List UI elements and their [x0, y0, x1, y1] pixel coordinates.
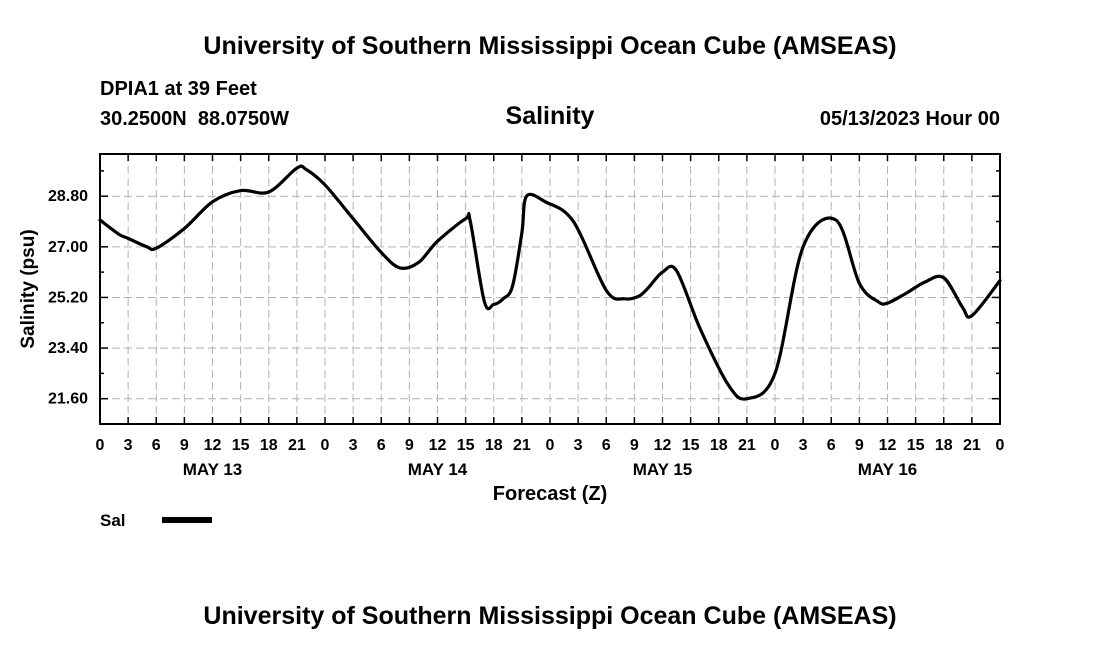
x-tick-label: 0 [96, 437, 105, 454]
x-tick-label: 21 [963, 437, 981, 454]
x-day-label: MAY 14 [408, 460, 468, 479]
x-tick-label: 15 [232, 437, 250, 454]
x-tick-label: 12 [879, 437, 897, 454]
series-layer [98, 164, 1002, 401]
forecast-datetime: 05/13/2023 Hour 00 [820, 108, 1000, 130]
station-label: DPIA1 at 39 Feet [100, 78, 257, 100]
grid-layer [100, 154, 1000, 424]
y-tick-label: 28.80 [48, 188, 88, 205]
coordinates-label: 30.2500N 88.0750W [100, 108, 289, 130]
x-tick-label: 6 [152, 437, 161, 454]
x-tick-label: 6 [602, 437, 611, 454]
x-tick-label: 12 [654, 437, 672, 454]
label-layer: 0 3 6 9 12 15 18 21 0 3 6 9 12 15 18 21 0 3 6 9 12 15 18 21 0 3 6 9… [48, 188, 1005, 479]
x-day-label: MAY 15 [633, 460, 693, 479]
x-day-label: MAY 13 [183, 460, 243, 479]
x-tick-label: 9 [405, 437, 414, 454]
x-tick-label: 0 [321, 437, 330, 454]
x-tick-label: 15 [457, 437, 475, 454]
x-tick-label: 6 [377, 437, 386, 454]
header-title: University of Southern Mississippi Ocean… [203, 32, 896, 60]
variable-title: Salinity [506, 102, 595, 130]
footer-title: University of Southern Mississippi Ocean… [203, 602, 896, 630]
x-tick-label: 9 [855, 437, 864, 454]
series-line-sal [98, 164, 1002, 401]
y-tick-label: 23.40 [48, 340, 88, 357]
x-tick-label: 3 [124, 437, 133, 454]
x-tick-label: 21 [288, 437, 306, 454]
x-tick-label: 15 [682, 437, 700, 454]
y-tick-label: 21.60 [48, 391, 88, 408]
x-tick-label: 18 [935, 437, 953, 454]
x-tick-label: 0 [546, 437, 555, 454]
x-tick-label: 12 [429, 437, 447, 454]
x-day-label: MAY 16 [858, 460, 918, 479]
x-tick-label: 15 [907, 437, 925, 454]
tick-layer [99, 154, 1001, 425]
x-tick-label: 0 [771, 437, 780, 454]
x-tick-label: 6 [827, 437, 836, 454]
x-axis-title: Forecast (Z) [493, 483, 607, 505]
x-tick-label: 18 [485, 437, 503, 454]
y-axis-title: Salinity (psu) [18, 229, 39, 348]
y-tick-label: 27.00 [48, 239, 88, 256]
x-tick-label: 9 [630, 437, 639, 454]
legend: Sal [100, 511, 212, 530]
y-tick-label: 25.20 [48, 289, 88, 306]
x-tick-label: 3 [574, 437, 583, 454]
x-tick-label: 12 [204, 437, 222, 454]
x-tick-label: 3 [799, 437, 808, 454]
x-tick-label: 18 [710, 437, 728, 454]
legend-label: Sal [100, 511, 126, 530]
x-tick-label: 21 [513, 437, 531, 454]
x-tick-label: 21 [738, 437, 756, 454]
x-tick-label: 9 [180, 437, 189, 454]
x-tick-label: 3 [349, 437, 358, 454]
x-tick-label: 0 [996, 437, 1005, 454]
x-tick-label: 18 [260, 437, 278, 454]
